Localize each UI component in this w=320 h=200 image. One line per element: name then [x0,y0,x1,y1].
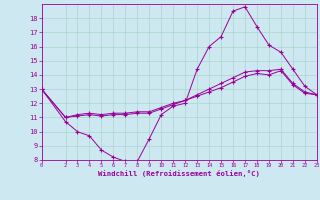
X-axis label: Windchill (Refroidissement éolien,°C): Windchill (Refroidissement éolien,°C) [98,170,260,177]
